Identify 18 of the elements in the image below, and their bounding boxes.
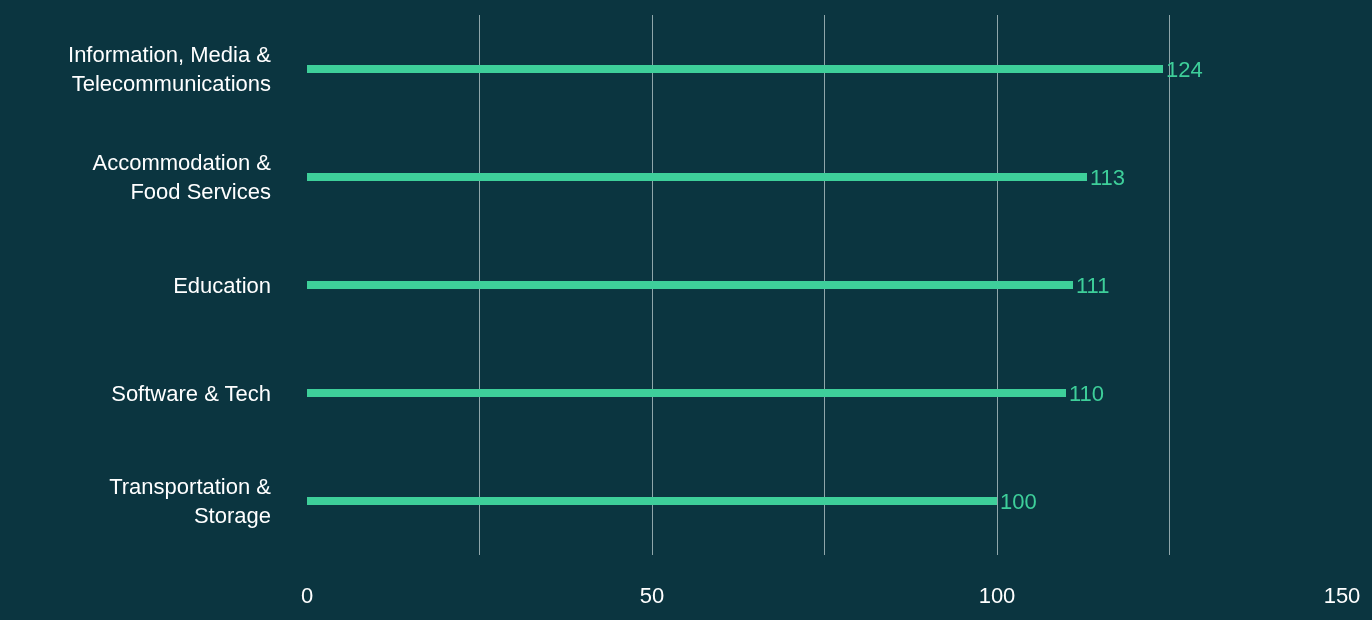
data-label: 113 bbox=[1090, 164, 1126, 190]
x-tick-label: 50 bbox=[639, 583, 665, 608]
data-label: 110 bbox=[1069, 380, 1105, 406]
y-tick-label: Software & Tech bbox=[111, 380, 271, 406]
x-tick-label: 100 bbox=[978, 583, 1016, 608]
bar bbox=[307, 65, 1163, 73]
data-label: 100 bbox=[1000, 488, 1037, 514]
data-label: 111 bbox=[1076, 272, 1110, 298]
y-tick-label: Accommodation & Food Services bbox=[92, 150, 272, 204]
x-tick-label: 0 bbox=[300, 583, 314, 608]
bar bbox=[307, 281, 1073, 289]
y-tick-label: Education bbox=[173, 272, 271, 298]
bar bbox=[307, 173, 1087, 181]
bar bbox=[307, 497, 997, 505]
x-tick-label: 150 bbox=[1323, 583, 1361, 608]
y-tick-label: Transportation & Storage bbox=[109, 474, 272, 528]
y-tick-label: Information, Media & Telecommunications bbox=[68, 42, 272, 96]
bar bbox=[307, 389, 1066, 397]
